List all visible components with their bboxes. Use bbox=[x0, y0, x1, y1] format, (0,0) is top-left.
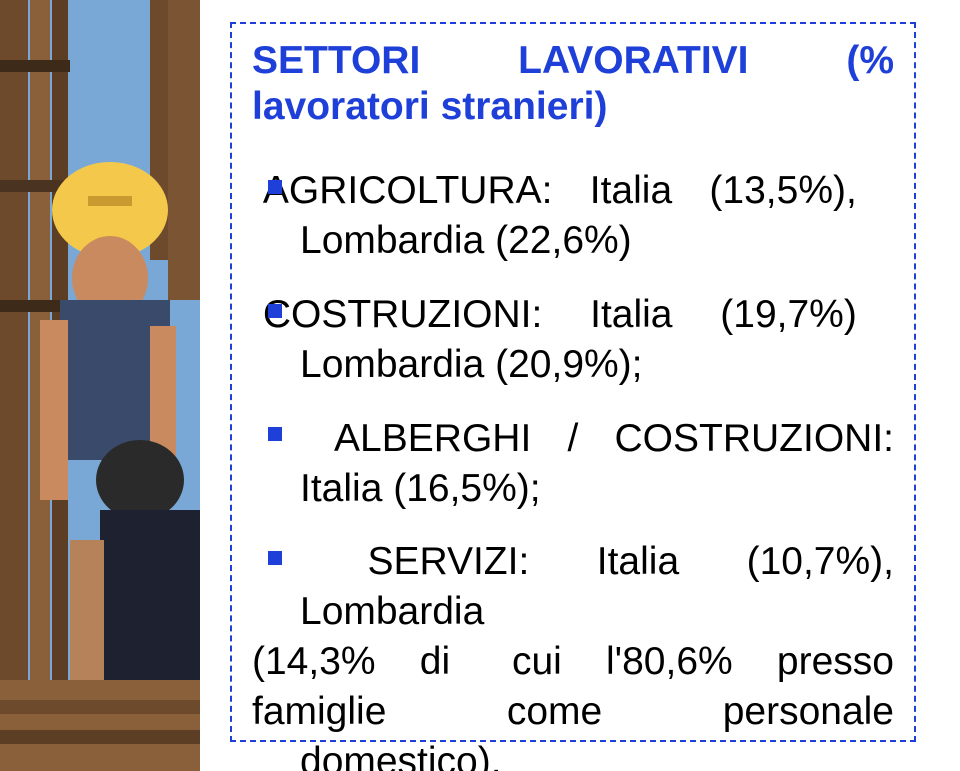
slide-page: SETTORI LAVORATIVI (% lavoratori stranie… bbox=[0, 0, 960, 771]
title-line2: lavoratori stranieri) bbox=[252, 84, 894, 130]
title-word: (% bbox=[846, 38, 894, 84]
text: Italia bbox=[638, 290, 672, 340]
text: SERVIZI: Italia (10,7%), Lombardia bbox=[300, 540, 894, 633]
text: AGRICOLTURA: bbox=[311, 166, 553, 216]
bullet-item: ALBERGHI / COSTRUZIONI: Italia (16,5%); bbox=[252, 414, 894, 514]
title-word: SETTORI bbox=[252, 38, 420, 84]
text: ALBERGHI / COSTRUZIONI: Italia (16,5%); bbox=[300, 417, 894, 510]
text: (14,3% bbox=[300, 637, 376, 687]
text: come bbox=[555, 687, 602, 737]
worker-photo-svg bbox=[0, 0, 200, 771]
text: Lombardia (20,9%); bbox=[300, 343, 643, 386]
text: presso bbox=[825, 637, 894, 687]
text: cui bbox=[560, 637, 562, 687]
text: COSTRUZIONI: bbox=[311, 290, 543, 340]
bullet-item: SERVIZI: Italia (10,7%), Lombardia (14,3… bbox=[252, 537, 894, 771]
dashed-text-box: SETTORI LAVORATIVI (% lavoratori stranie… bbox=[230, 22, 916, 742]
text: personale bbox=[771, 687, 894, 737]
text: Italia bbox=[638, 166, 672, 216]
text: famiglie bbox=[300, 687, 386, 737]
text: (13,5%), bbox=[757, 166, 856, 216]
text: (19,7%) bbox=[768, 290, 857, 340]
bullet-item: COSTRUZIONI: Italia (19,7%) Lombardia (2… bbox=[252, 290, 894, 390]
bullet-item: AGRICOLTURA: Italia (13,5%), Lombardia (… bbox=[252, 166, 894, 266]
text: Lombardia (22,6%) bbox=[300, 219, 632, 262]
slide-title: SETTORI LAVORATIVI (% lavoratori stranie… bbox=[252, 38, 894, 130]
title-word: LAVORATIVI bbox=[518, 38, 748, 84]
text: l'80,6% bbox=[654, 637, 733, 687]
side-photo bbox=[0, 0, 200, 771]
text: domestico). bbox=[300, 740, 502, 771]
content-area: SETTORI LAVORATIVI (% lavoratori stranie… bbox=[200, 0, 960, 771]
